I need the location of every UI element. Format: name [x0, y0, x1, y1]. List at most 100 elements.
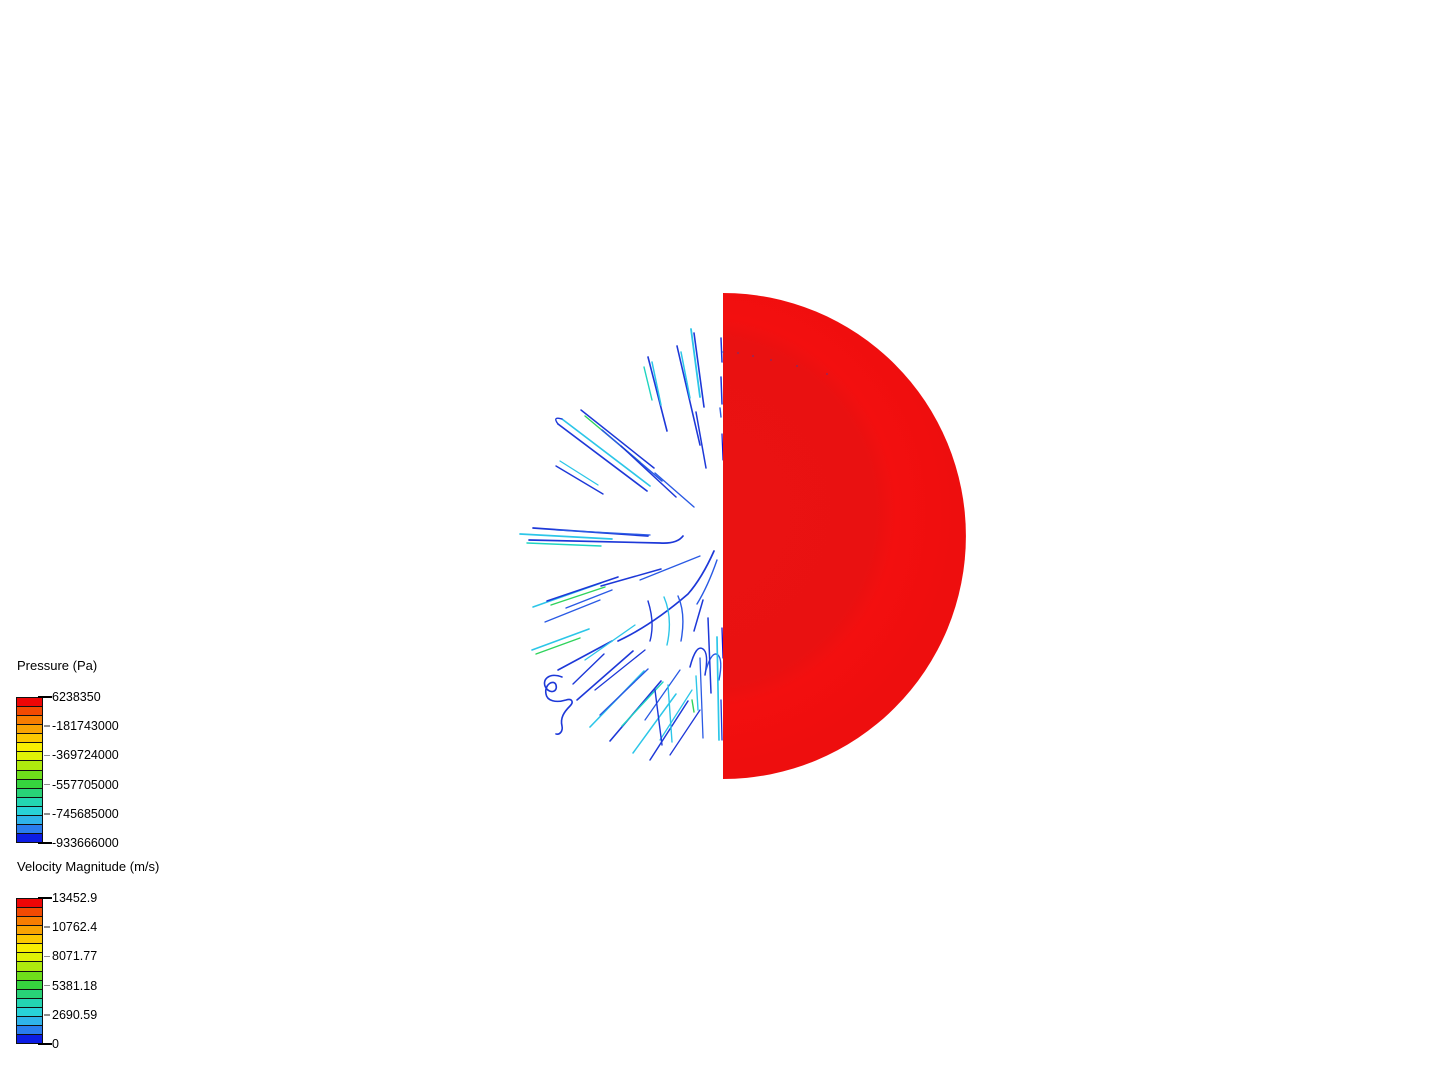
streamline: [716, 636, 720, 741]
streamline: [720, 337, 723, 363]
streamline: [651, 361, 662, 406]
speck: [752, 355, 754, 357]
colorbar-segment: [17, 815, 42, 825]
streamline: [696, 559, 718, 605]
speck: [722, 351, 724, 353]
colorbar-segment: [17, 698, 42, 708]
streamline: [546, 576, 619, 602]
colorbar-segment: [17, 917, 42, 927]
streamline: [644, 669, 681, 721]
pressure-colorbar: [16, 697, 43, 843]
colorbar-tick-major: [38, 1043, 52, 1045]
streamline: [659, 689, 693, 741]
velocity-legend-title: Velocity Magnitude (m/s): [17, 859, 160, 874]
streamline: [663, 596, 671, 646]
colorbar-segment: [17, 1007, 42, 1017]
colorbar-tick-minor: [44, 813, 50, 815]
colorbar-segment: [17, 743, 42, 753]
streamline: [695, 411, 707, 469]
streamline: [676, 345, 701, 446]
streamline: [544, 599, 601, 623]
streamline: [721, 627, 724, 659]
streamline: [690, 328, 701, 398]
streamline: [721, 433, 724, 461]
streamline: [720, 699, 723, 741]
colorbar-tick-major: [38, 897, 52, 899]
velocity-streamlines: [519, 328, 724, 761]
streamline: [550, 586, 606, 606]
streamline: [565, 589, 613, 609]
colorbar-tick-label: -369724000: [52, 748, 119, 763]
speck: [796, 365, 798, 367]
streamline: [526, 542, 602, 547]
colorbar-tick-label: -933666000: [52, 836, 119, 850]
colorbar-tick-minor: [44, 926, 50, 928]
colorbar-segment: [17, 734, 42, 744]
streamline: [639, 555, 701, 581]
colorbar-segment: [17, 962, 42, 972]
colorbar-tick-label: 5381.18: [52, 978, 98, 993]
colorbar-tick-label: 2690.59: [52, 1007, 98, 1022]
streamline: [620, 445, 677, 498]
colorbar-tick-label: -745685000: [52, 806, 119, 821]
colorbar-segment: [17, 953, 42, 963]
colorbar-tick-minor: [44, 783, 50, 786]
streamline: [719, 407, 722, 418]
streamline: [695, 675, 699, 711]
colorbar-tick-label: -557705000: [52, 777, 119, 792]
streamline: [528, 535, 684, 544]
colorbar-tick-label: -181743000: [52, 719, 119, 734]
colorbar-segment: [17, 944, 42, 954]
streamline: [594, 649, 646, 691]
streamline: [561, 418, 651, 487]
colorbar-segment: [17, 908, 42, 918]
colorbar-segment: [17, 752, 42, 762]
streamline: [555, 529, 651, 536]
streamline: [669, 709, 701, 756]
streamline: [693, 599, 704, 632]
streamline: [649, 700, 689, 761]
colorbar-segment: [17, 989, 42, 999]
colorbar-tick-minor: [44, 1014, 50, 1016]
streamline: [557, 640, 613, 671]
streamline: [557, 423, 648, 492]
streamline: [617, 550, 715, 642]
pressure-legend: Pressure (Pa) 6238350 -181743000 -36972400…: [16, 659, 246, 851]
streamline: [584, 624, 636, 661]
colorbar-tick-label: 0: [52, 1037, 59, 1051]
colorbar-tick-minor: [44, 984, 50, 987]
velocity-legend: Velocity Magnitude (m/s) 13452.9 10762.4 8…: [16, 860, 246, 1052]
colorbar-segment: [17, 824, 42, 834]
colorbar-segment: [17, 725, 42, 735]
streamline: [654, 472, 695, 508]
streamline: [689, 647, 708, 676]
colorbar-tick-minor: [44, 725, 50, 727]
streamline: [654, 689, 663, 746]
surface-specks: [722, 351, 828, 375]
streamline: [576, 650, 634, 701]
streamline: [543, 674, 573, 735]
pressure-legend-title: Pressure (Pa): [17, 658, 98, 673]
colorbar-segment: [17, 833, 42, 842]
streamline: [572, 653, 605, 685]
streamline: [667, 684, 673, 743]
streamline: [531, 628, 590, 651]
colorbar-segment: [17, 797, 42, 807]
velocity-colorbar: [16, 898, 43, 1044]
colorbar-segment: [17, 926, 42, 936]
streamline: [720, 376, 723, 405]
streamline: [535, 637, 581, 655]
streamline: [680, 351, 691, 399]
colorbar-segment: [17, 1016, 42, 1026]
streamline: [693, 332, 705, 408]
streamline: [691, 699, 695, 713]
colorbar-tick-minor: [44, 955, 50, 958]
colorbar-tick-label: 6238350: [52, 690, 101, 704]
colorbar-segment: [17, 761, 42, 771]
speck: [770, 359, 772, 361]
streamline: [699, 657, 704, 739]
colorbar-segment: [17, 980, 42, 990]
streamline: [647, 356, 668, 432]
